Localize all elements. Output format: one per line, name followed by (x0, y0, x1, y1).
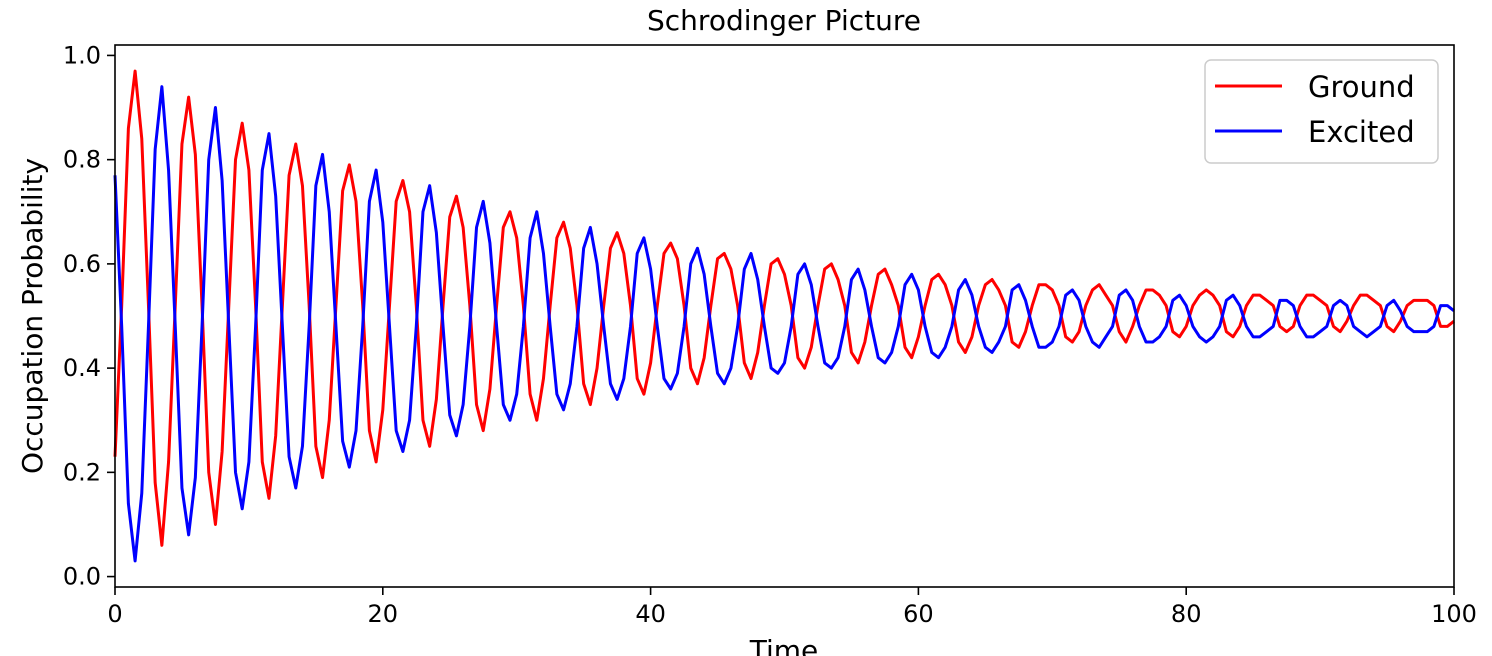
y-tick-label: 0.4 (63, 354, 101, 382)
legend-label-excited: Excited (1308, 115, 1415, 149)
y-tick-label: 0.6 (63, 250, 101, 278)
x-axis: 0 20 40 60 80 100 (107, 587, 1477, 628)
y-axis: 0.0 0.2 0.4 0.6 0.8 1.0 (63, 41, 115, 591)
y-tick-label: 0.0 (63, 563, 101, 591)
x-axis-label: Time (749, 634, 819, 656)
series-line-ground (113, 69, 1455, 547)
y-tick-label: 1.0 (63, 41, 101, 69)
legend: Ground Excited (1204, 59, 1439, 164)
y-tick-label: 0.2 (63, 458, 101, 486)
x-tick-label: 100 (1431, 600, 1477, 628)
series-line-excited (113, 85, 1455, 563)
x-tick-label: 20 (368, 600, 399, 628)
y-axis-label: Occupation Probability (16, 158, 49, 474)
plot-frame (114, 44, 1455, 588)
x-tick-label: 40 (635, 600, 666, 628)
x-tick-label: 80 (1171, 600, 1202, 628)
x-tick-label: 60 (903, 600, 934, 628)
legend-label-ground: Ground (1308, 70, 1415, 104)
y-tick-label: 0.8 (63, 146, 101, 174)
series-layer (113, 69, 1455, 563)
x-tick-label: 0 (107, 600, 122, 628)
chart-title: Schrodinger Picture (647, 4, 921, 37)
